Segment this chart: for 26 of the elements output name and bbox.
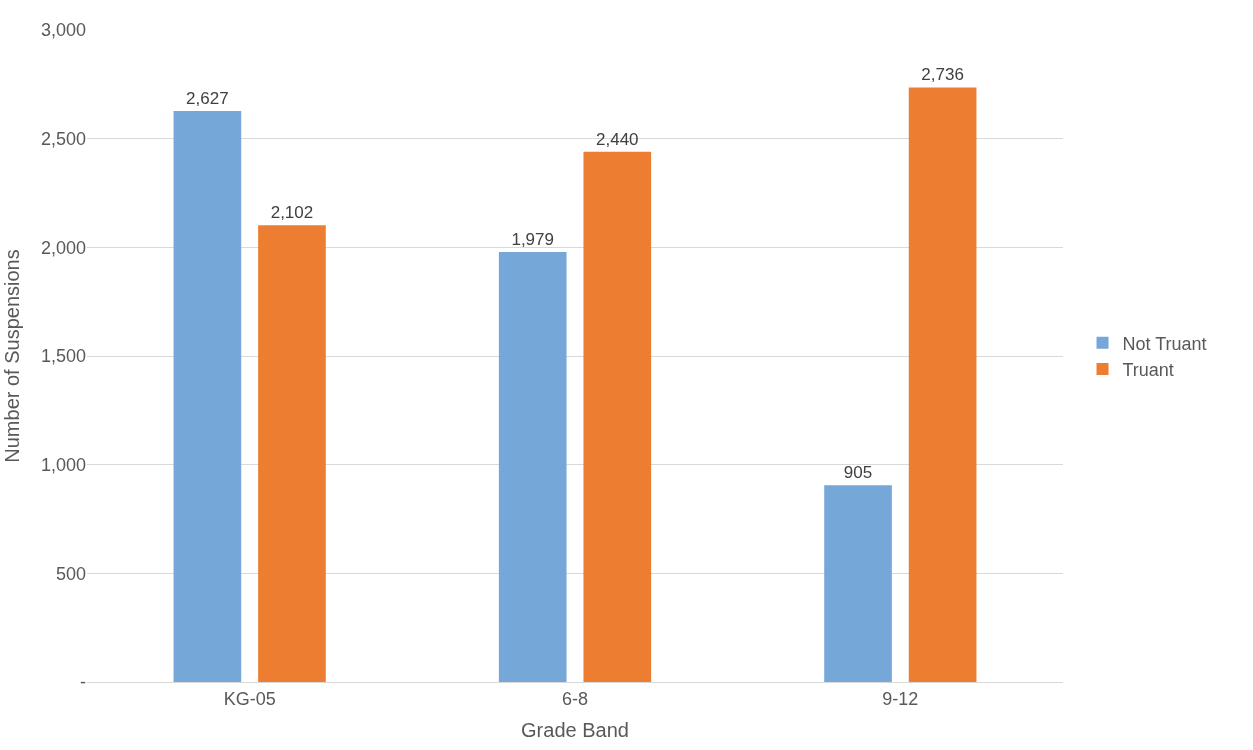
data-label: 2,627: [186, 89, 229, 109]
x-axis-title: Grade Band: [521, 719, 629, 742]
x-tick-label: KG-05: [223, 688, 276, 709]
y-tick-label: 1,500: [40, 346, 86, 367]
bar: [173, 111, 242, 682]
y-tick-label: 1,000: [40, 454, 86, 475]
bar: [258, 225, 326, 682]
legend-label: Truant: [1122, 360, 1174, 381]
data-label: 2,102: [270, 203, 314, 223]
data-label: 1,979: [511, 229, 554, 249]
data-label: 2,736: [921, 65, 964, 85]
x-tick-label: 6-8: [561, 688, 589, 709]
bar: [498, 251, 567, 682]
y-tick-label: 3,000: [40, 20, 86, 41]
y-tick-label: -: [80, 672, 86, 693]
data-label: 905: [843, 463, 873, 483]
x-tick-label: 9-12: [882, 688, 919, 709]
legend-label: Not Truant: [1122, 333, 1207, 354]
y-axis-title: Number of Suspensions: [1, 249, 24, 463]
bar: [583, 151, 652, 682]
y-tick-label: 500: [55, 563, 86, 584]
bar: [908, 87, 977, 682]
y-tick-label: 2,000: [40, 237, 86, 258]
data-label: 2,440: [596, 129, 639, 149]
bar: [824, 485, 892, 682]
y-tick-label: 2,500: [40, 128, 86, 149]
